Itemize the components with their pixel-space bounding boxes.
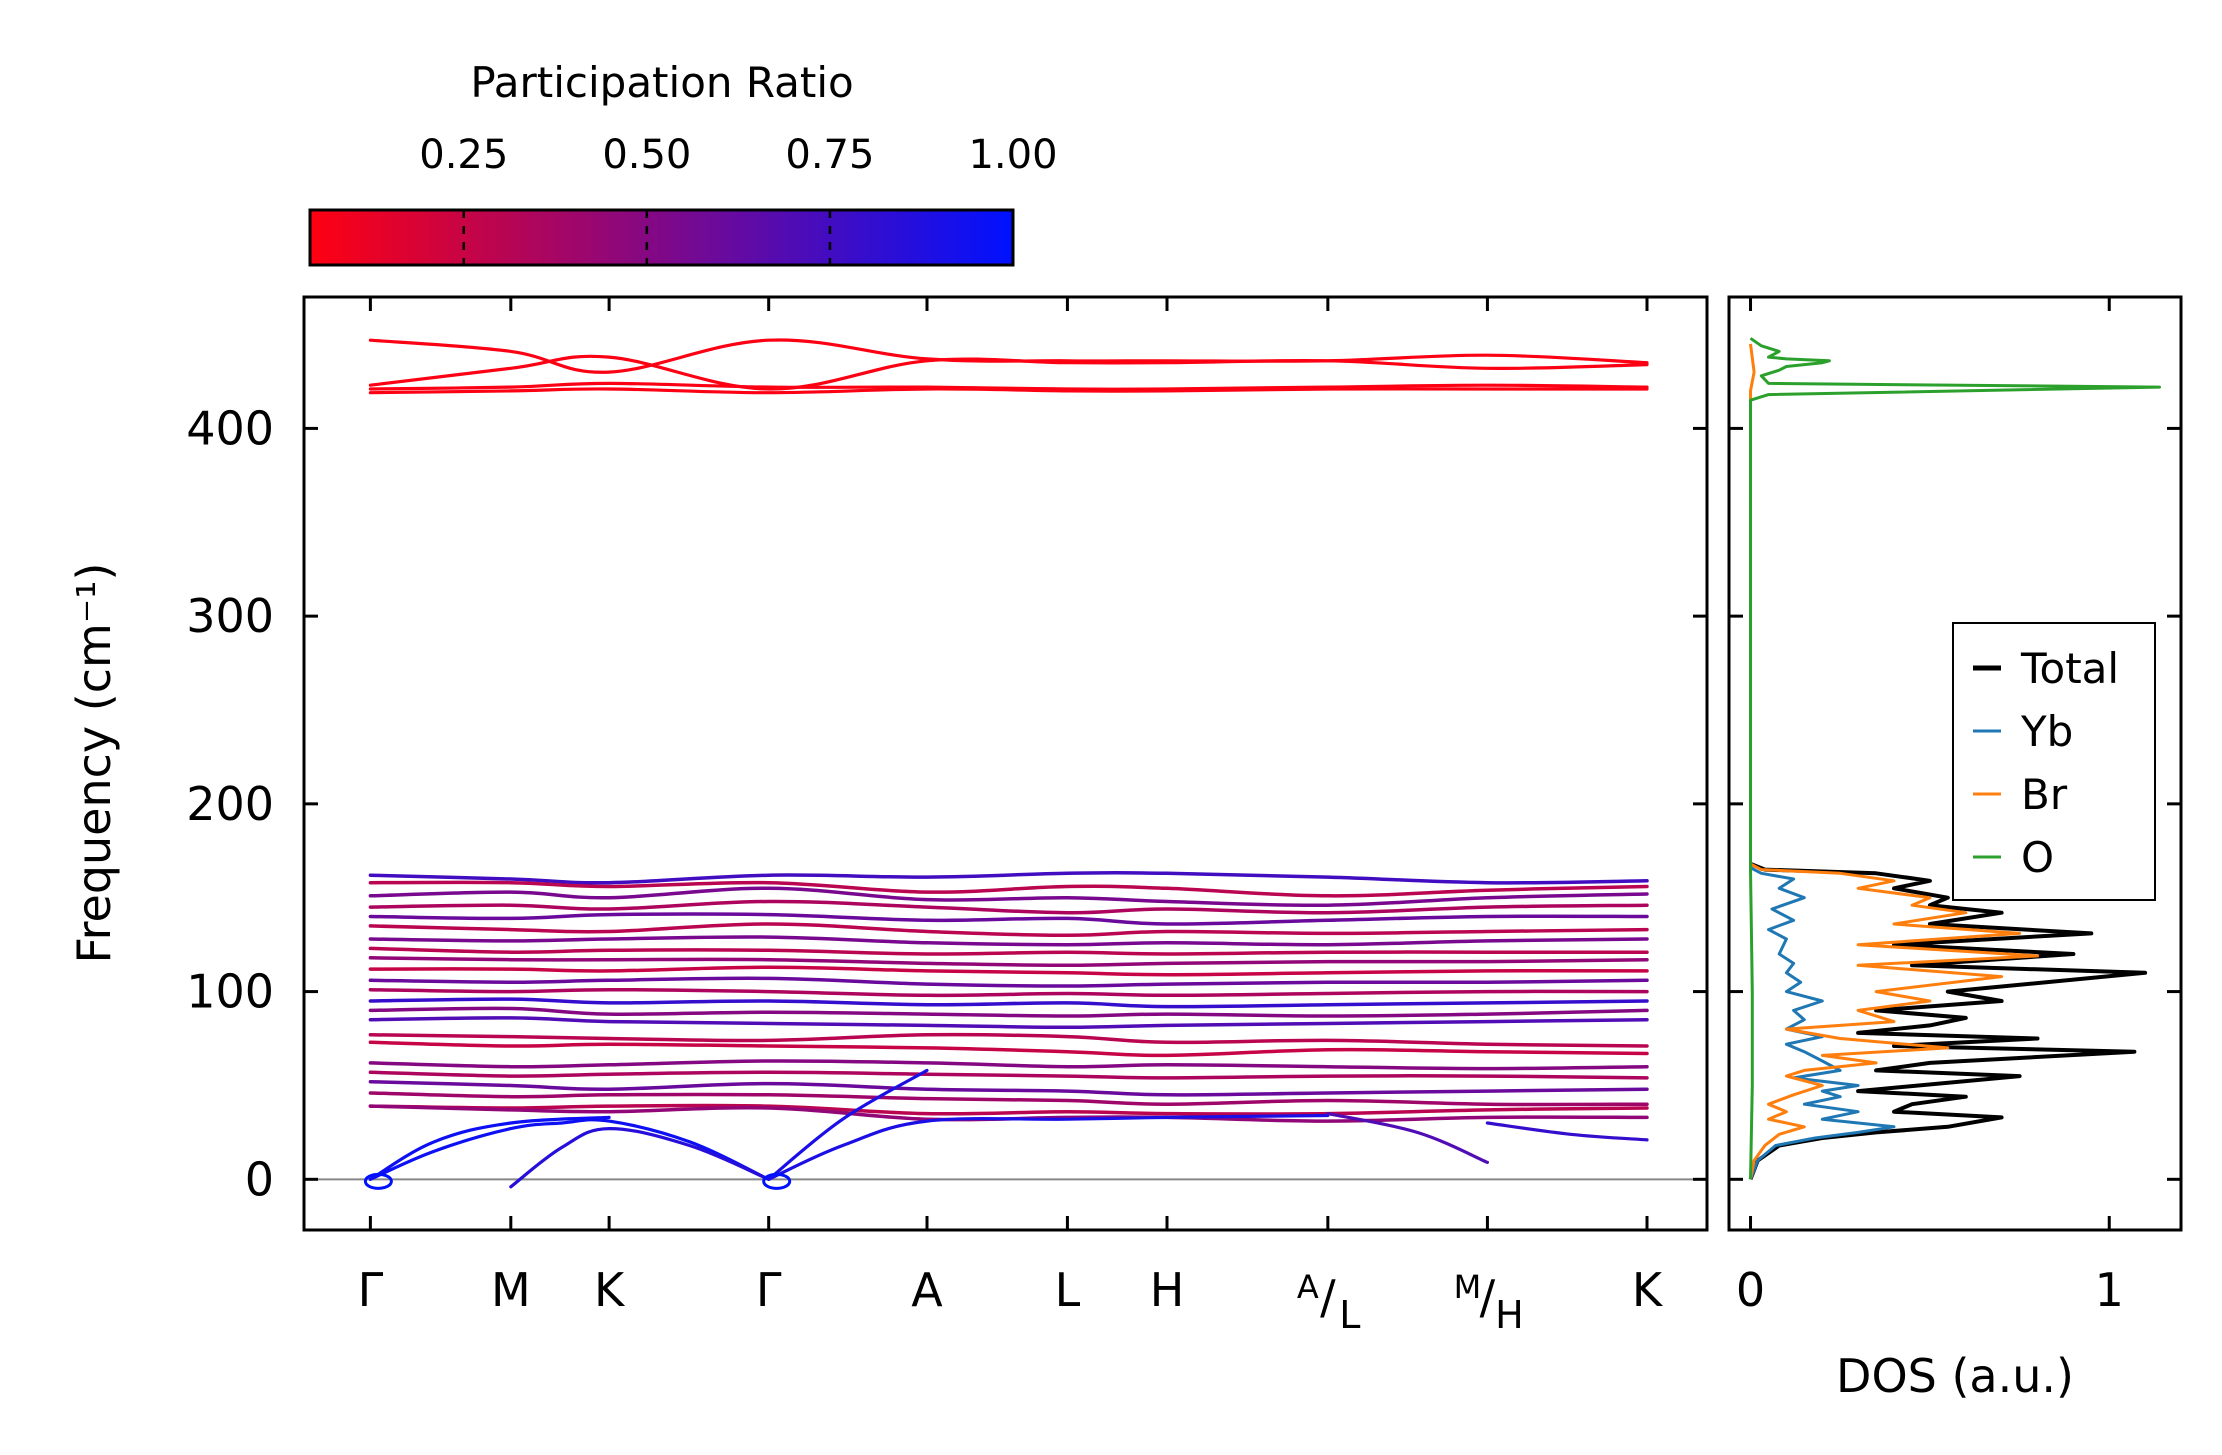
optical-phonon-band — [368, 976, 1649, 988]
kpoint-label: M/H — [1454, 1268, 1524, 1337]
acoustic-phonon-band — [509, 1126, 771, 1189]
y-tick-label: 0 — [245, 1152, 274, 1206]
optical-phonon-band — [368, 997, 1649, 1009]
optical-phonon-band — [368, 1059, 1649, 1071]
kpoint-label: Γ — [756, 1263, 782, 1317]
y-axis-label: Frequency (cm⁻¹) — [67, 563, 121, 964]
optical-phonon-band — [368, 956, 1649, 968]
kpoint-label: H — [1150, 1263, 1185, 1317]
high-frequency-band — [368, 381, 1649, 391]
dos-series-o — [1749, 337, 2161, 1180]
y-axis-ticks: 0 100 200 300 400 — [186, 401, 1707, 1206]
colorbar-tick-label: 0.50 — [602, 132, 691, 178]
gamma-point-loop — [363, 1172, 393, 1190]
svg-text:A: A — [1297, 1268, 1319, 1306]
colorbar-label: Participation Ratio — [470, 58, 853, 107]
acoustic-phonon-band — [368, 1115, 611, 1181]
optical-phonon-band — [368, 1070, 1649, 1080]
optical-phonon-band — [368, 922, 1649, 938]
svg-text:/: / — [1320, 1270, 1336, 1324]
legend-label: O — [2021, 833, 2054, 882]
kpoint-label: A — [911, 1263, 943, 1317]
kpoint-label: K — [594, 1263, 626, 1317]
optical-phonon-band — [368, 1091, 1649, 1107]
acoustic-phonon-band — [1326, 1112, 1489, 1164]
legend-label: Br — [2021, 770, 2068, 819]
svg-text:H: H — [1495, 1293, 1524, 1337]
optical-phonon-band — [368, 912, 1649, 926]
dos-series-total — [1748, 862, 2148, 1181]
dos-frame — [1727, 295, 2183, 1232]
acoustic-phonon-band — [1485, 1121, 1649, 1142]
colorbar-tick-label: 1.00 — [968, 132, 1057, 178]
optical-phonon-band — [368, 1079, 1649, 1097]
legend-label: Total — [2020, 644, 2119, 693]
optical-phonon-band — [368, 899, 1649, 915]
dos-x-tick-label: 1 — [2095, 1263, 2124, 1317]
svg-text:M: M — [1454, 1268, 1482, 1306]
optical-phonon-band — [368, 1016, 1649, 1030]
dos-legend: Total Yb Br O — [1952, 622, 2156, 901]
acoustic-phonon-band — [368, 1118, 771, 1181]
dos-x-tick-label: 0 — [1736, 1263, 1765, 1317]
x-axis-kpoints: Γ M K Γ A L H A / LM/H K — [358, 297, 1664, 1337]
legend-label: Yb — [2020, 707, 2073, 756]
optical-phonon-band — [368, 965, 1649, 977]
optical-phonon-band — [368, 1040, 1649, 1058]
gamma-point-loop — [762, 1172, 792, 1190]
optical-phonon-band — [368, 886, 1649, 908]
y-tick-label: 200 — [186, 777, 274, 831]
dos-plot-area — [1748, 337, 2161, 1181]
colorbar-ticks: 0.25 0.50 0.75 1.00 — [419, 132, 1058, 265]
colorbar-gradient — [308, 208, 1015, 267]
optical-phonon-band — [368, 1032, 1649, 1048]
acoustic-phonon-band — [767, 1068, 929, 1181]
dos-x-axis-label: DOS (a.u.) — [1836, 1349, 2074, 1403]
optical-phonon-band — [368, 1006, 1649, 1018]
high-frequency-band — [368, 387, 1649, 395]
acoustic-phonon-band — [767, 1113, 1330, 1181]
kpoint-label: L — [1055, 1263, 1081, 1317]
y-tick-label: 100 — [186, 965, 274, 1019]
optical-phonon-band — [368, 880, 1649, 898]
optical-phonon-band — [368, 987, 1649, 998]
colorbar-tick-label: 0.25 — [419, 132, 508, 178]
optical-phonon-band — [368, 871, 1649, 885]
optical-phonon-band — [368, 935, 1649, 947]
dispersion-frame — [302, 295, 1709, 1232]
colorbar-tick-label: 0.75 — [785, 132, 874, 178]
kpoint-label: Γ — [358, 1263, 384, 1317]
high-frequency-band — [368, 354, 1649, 391]
svg-text:L: L — [1339, 1293, 1360, 1337]
kpoint-label: M — [491, 1263, 531, 1317]
y-tick-label: 300 — [186, 589, 274, 643]
colorbar: Participation Ratio 0.25 0.50 0.75 1.00 — [308, 58, 1058, 267]
y-tick-label: 400 — [186, 401, 274, 455]
svg-text:/: / — [1480, 1270, 1496, 1324]
kpoint-label: A / L — [1297, 1268, 1361, 1337]
optical-phonon-band — [368, 946, 1649, 956]
optical-phonon-band — [368, 1103, 1649, 1116]
dispersion-plot-area — [304, 338, 1707, 1190]
kpoint-label: K — [1632, 1263, 1664, 1317]
dos-series-br — [1749, 343, 2039, 1180]
